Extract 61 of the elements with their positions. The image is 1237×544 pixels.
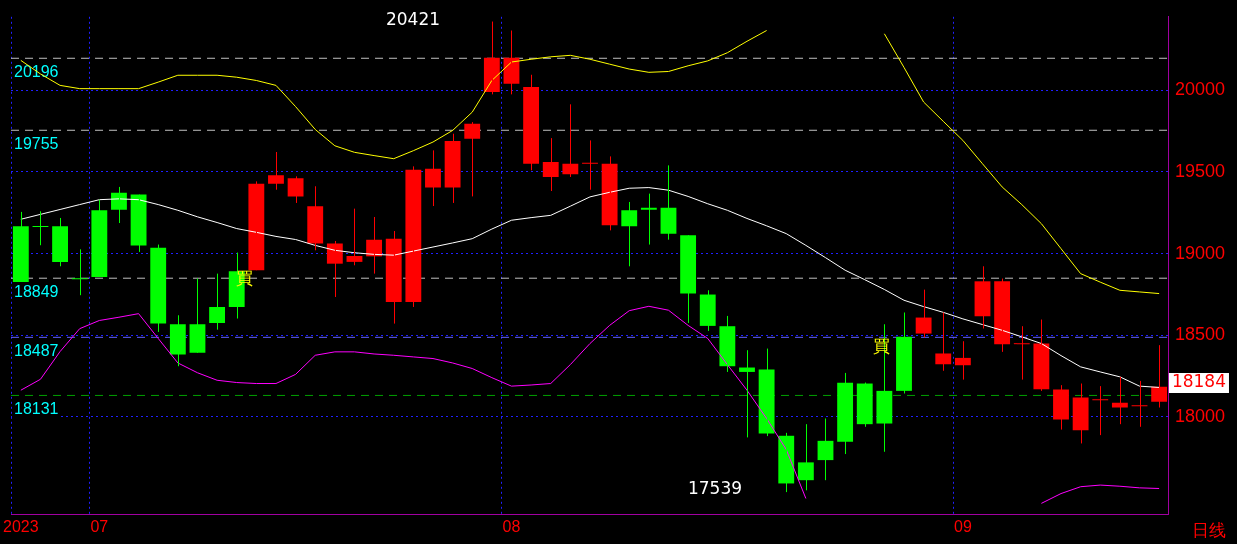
y-tick-label: 18500 [1174, 324, 1226, 345]
candlestick [699, 289, 716, 332]
y-tick-label: 19000 [1174, 242, 1226, 263]
x-tick-label: 2023 [3, 517, 39, 535]
text: 18184 [1171, 371, 1226, 392]
candlestick [150, 244, 167, 333]
candlestick [1013, 325, 1030, 381]
candlestick [935, 312, 952, 372]
candlestick [837, 372, 854, 455]
candlestick [856, 382, 873, 428]
candlestick [680, 234, 697, 324]
y-tick-label: 18000 [1174, 405, 1226, 426]
y-tick-label: 20000 [1174, 79, 1226, 100]
candlestick [385, 230, 402, 325]
candlestick [1111, 376, 1128, 425]
candlestick [621, 201, 638, 267]
candlestick [954, 340, 971, 381]
text: 日线 [1192, 520, 1226, 541]
candlestick [268, 151, 284, 191]
candlestick [1053, 384, 1069, 431]
candlestick [130, 194, 147, 253]
candlestick [287, 175, 304, 204]
candlestick [758, 348, 775, 437]
candlestick [1151, 344, 1168, 409]
annotation: 20421 [385, 9, 441, 30]
x-tick-label: 08 [502, 517, 521, 535]
candlestick [444, 133, 461, 204]
candlestick [189, 278, 206, 354]
candlestick [582, 139, 598, 191]
candlestick [896, 312, 912, 394]
candlestick [71, 248, 88, 296]
candlestick [994, 278, 1011, 353]
candlestick [1072, 383, 1089, 444]
candlestick [464, 121, 481, 197]
annotation: 17539 [687, 478, 743, 499]
ref-line-label: 19755 [14, 134, 59, 152]
candlestick [248, 180, 265, 271]
ref-line-label: 18131 [14, 399, 59, 417]
candlestick [640, 193, 657, 246]
candlestick [12, 211, 29, 283]
candlestick [797, 423, 814, 491]
candlestick [52, 217, 69, 267]
candlestick [601, 155, 618, 231]
candlestick [405, 165, 422, 308]
candlestick [346, 208, 363, 266]
ref-line-label: 18849 [14, 282, 59, 300]
candlestick [425, 149, 441, 207]
candlestick [523, 74, 540, 171]
candlestick [1033, 319, 1050, 392]
x-tick-label: 09 [953, 517, 972, 535]
candlestick [719, 315, 736, 373]
candlestick [542, 137, 559, 192]
x-tick-label: 07 [90, 517, 109, 535]
candlestick [915, 289, 932, 338]
candlestick [209, 273, 226, 331]
candlestick [91, 199, 108, 278]
ref-line-label: 18487 [14, 341, 59, 359]
candlestick [307, 185, 324, 251]
candlestick [1092, 385, 1109, 436]
y-tick-label: 19500 [1174, 160, 1226, 181]
candlestick [169, 314, 186, 367]
